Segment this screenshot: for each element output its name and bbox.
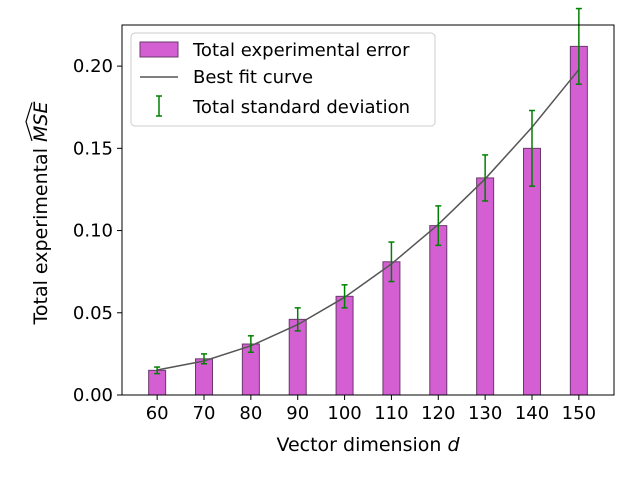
- bar-120: [429, 225, 448, 396]
- x-tick-label-90: 90: [286, 403, 309, 424]
- y-axis-title: Total experimental MSE: [30, 102, 52, 326]
- legend-box: [130, 32, 436, 127]
- errorbar-60: [154, 366, 161, 375]
- x-axis: 60 70 80 90 100 110 120 130 140 150: [146, 395, 596, 424]
- legend-swatch-bar: [139, 41, 179, 58]
- bar-150: [569, 45, 588, 396]
- y-tick-label-0.15: 0.15: [73, 138, 113, 159]
- x-tick-label-110: 110: [374, 403, 408, 424]
- x-tick-label-60: 60: [146, 403, 169, 424]
- mse-hat-accent: [25, 102, 33, 142]
- y-tick-label-0.05: 0.05: [73, 303, 113, 324]
- errorbar-80: [247, 335, 254, 353]
- plot-frame: [121, 24, 615, 396]
- x-tick-label-100: 100: [327, 403, 361, 424]
- y-tick-label-0.20: 0.20: [73, 56, 113, 77]
- errorbar-100: [341, 284, 348, 309]
- errorbar-140: [529, 109, 535, 187]
- bar-130: [476, 177, 495, 396]
- errorbar-90: [294, 307, 301, 332]
- errorbar-130: [482, 154, 489, 202]
- legend-label-std: Total standard deviation: [192, 97, 410, 118]
- x-tick-label-120: 120: [421, 403, 455, 424]
- bar-100: [335, 295, 354, 396]
- legend-swatch-errorbar: [156, 95, 162, 117]
- y-tick-label-0.10: 0.10: [73, 221, 113, 242]
- x-tick-label-70: 70: [193, 403, 216, 424]
- plot-content: [148, 7, 588, 396]
- x-tick-label-80: 80: [239, 403, 262, 424]
- y-tick-label-0.00: 0.00: [73, 385, 113, 406]
- legend-label-bars: Total experimental error: [192, 40, 410, 61]
- x-tick-label-140: 140: [515, 403, 549, 424]
- errorbar-70: [201, 353, 207, 365]
- x-tick-label-130: 130: [468, 403, 502, 424]
- errorbar-110: [388, 241, 395, 283]
- legend: Total experimental error Best fit curve …: [130, 32, 436, 127]
- y-axis: 0.00 0.05 0.10 0.15 0.20: [73, 56, 122, 406]
- errorbar-150: [575, 7, 582, 85]
- x-tick-label-150: 150: [562, 403, 596, 424]
- x-axis-title: Vector dimension d: [276, 434, 460, 456]
- best-fit-curve: [157, 69, 580, 371]
- y-axis-variable: MSE: [30, 102, 52, 142]
- legend-label-fit: Best fit curve: [193, 67, 313, 88]
- errorbar-120: [435, 205, 442, 247]
